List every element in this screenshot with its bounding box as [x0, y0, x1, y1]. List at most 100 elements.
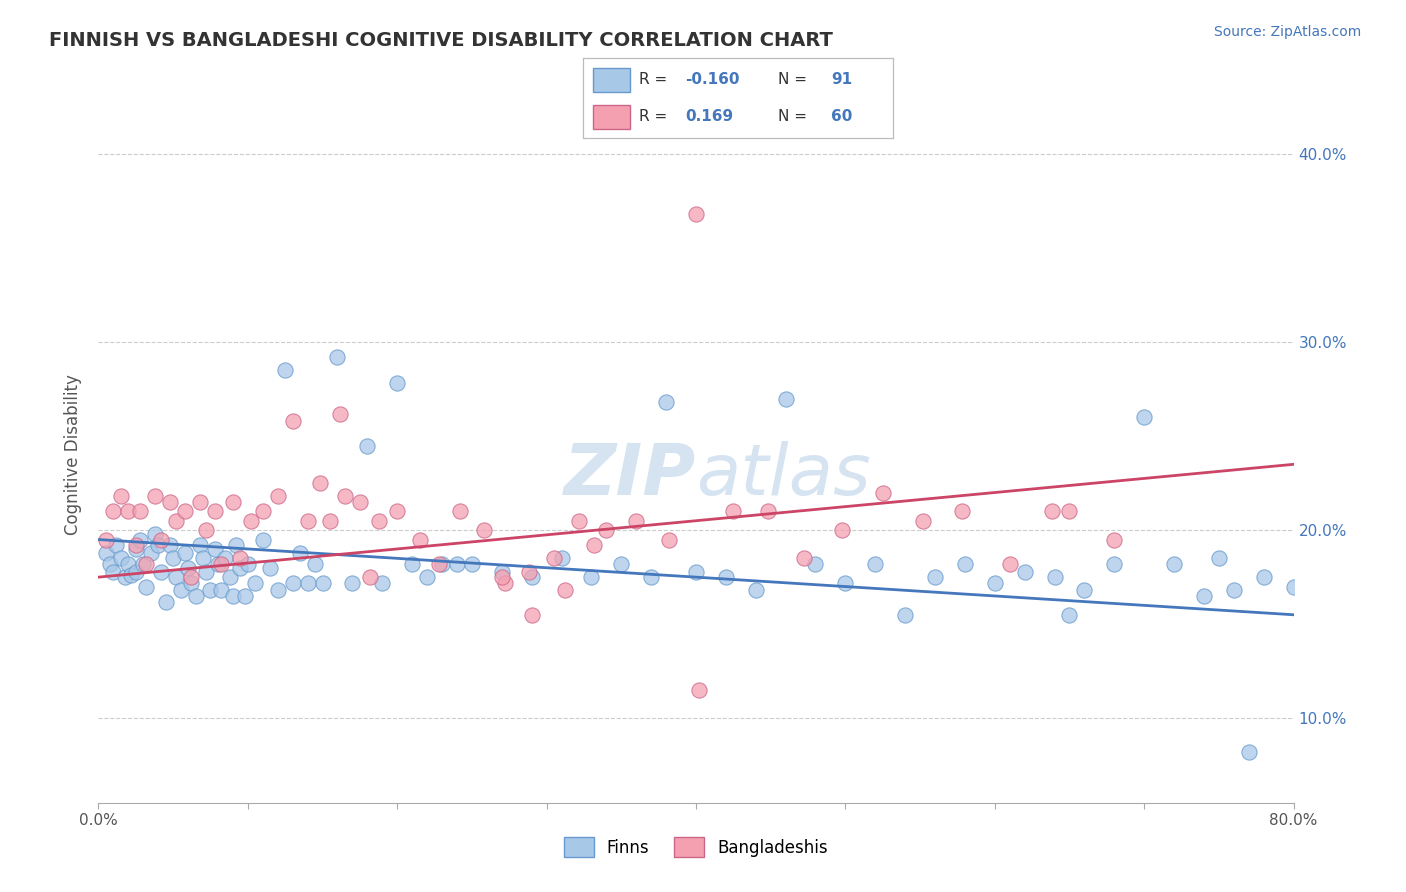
Point [626, 514, 648, 528]
Point [129, 504, 152, 518]
Point [222, 589, 245, 603]
Point [159, 538, 181, 552]
Point [342, 575, 364, 590]
Point [356, 438, 378, 452]
Point [188, 495, 211, 509]
Point [225, 538, 247, 552]
Point [159, 495, 181, 509]
Point [834, 575, 856, 590]
Text: N =: N = [779, 72, 813, 87]
Point [1043, 570, 1066, 584]
Point [281, 414, 304, 428]
Point [252, 533, 274, 547]
Point [568, 514, 591, 528]
Point [207, 557, 229, 571]
Point [326, 350, 349, 364]
Point [449, 504, 471, 518]
Point [640, 570, 662, 584]
Point [297, 575, 319, 590]
Point [912, 514, 935, 528]
Point [308, 476, 330, 491]
Point [105, 538, 128, 552]
Point [267, 583, 290, 598]
Point [143, 489, 166, 503]
Point [685, 565, 707, 579]
Point [252, 504, 274, 518]
Point [416, 570, 439, 584]
Point [191, 551, 214, 566]
Point [1208, 551, 1230, 566]
Point [385, 376, 409, 391]
Point [984, 575, 1007, 590]
Point [872, 485, 894, 500]
Point [281, 575, 304, 590]
Point [259, 560, 281, 574]
Legend: Finns, Bangladeshis: Finns, Bangladeshis [557, 830, 835, 864]
Text: N =: N = [779, 109, 813, 124]
Point [1040, 504, 1063, 518]
Point [188, 538, 211, 552]
Point [950, 504, 973, 518]
Point [94, 533, 117, 547]
Point [517, 565, 540, 579]
Point [125, 538, 148, 552]
Point [110, 551, 132, 566]
Point [120, 568, 142, 582]
Text: -0.160: -0.160 [686, 72, 740, 87]
Point [491, 565, 513, 579]
Point [209, 583, 232, 598]
Point [143, 527, 166, 541]
Point [98, 557, 122, 571]
Point [831, 523, 853, 537]
Text: 60: 60 [831, 109, 852, 124]
Point [775, 392, 797, 406]
Point [165, 570, 187, 584]
Point [427, 557, 450, 571]
Text: ZIP: ZIP [564, 442, 696, 510]
Point [204, 504, 226, 518]
Point [174, 504, 197, 518]
Point [894, 607, 917, 622]
Point [1133, 410, 1156, 425]
Point [1282, 580, 1305, 594]
Bar [593, 104, 630, 128]
Point [655, 395, 678, 409]
Point [723, 504, 745, 518]
Point [793, 551, 815, 566]
Bar [593, 68, 630, 92]
Point [204, 541, 226, 556]
Point [165, 514, 187, 528]
Point [297, 514, 319, 528]
Point [1014, 565, 1036, 579]
Point [1059, 504, 1081, 518]
Point [401, 557, 423, 571]
Point [129, 533, 152, 547]
Point [865, 557, 887, 571]
Text: 0.169: 0.169 [686, 109, 734, 124]
Point [1237, 745, 1260, 759]
Point [114, 570, 136, 584]
Point [756, 504, 779, 518]
Point [446, 557, 468, 571]
Point [385, 504, 409, 518]
Point [554, 583, 576, 598]
Point [520, 607, 543, 622]
Point [329, 407, 352, 421]
Point [150, 533, 173, 547]
Point [177, 560, 200, 574]
Point [1163, 557, 1185, 571]
Point [685, 207, 707, 221]
Point [229, 551, 252, 566]
Point [288, 546, 311, 560]
Point [311, 575, 333, 590]
Point [103, 504, 125, 518]
Point [1104, 557, 1126, 571]
Text: R =: R = [640, 109, 678, 124]
Point [430, 557, 453, 571]
Point [174, 546, 197, 560]
Point [233, 589, 256, 603]
Text: FINNISH VS BANGLADESHI COGNITIVE DISABILITY CORRELATION CHART: FINNISH VS BANGLADESHI COGNITIVE DISABIL… [49, 31, 834, 50]
Point [229, 560, 252, 574]
Y-axis label: Cognitive Disability: Cognitive Disability [65, 375, 83, 535]
Point [274, 363, 297, 377]
